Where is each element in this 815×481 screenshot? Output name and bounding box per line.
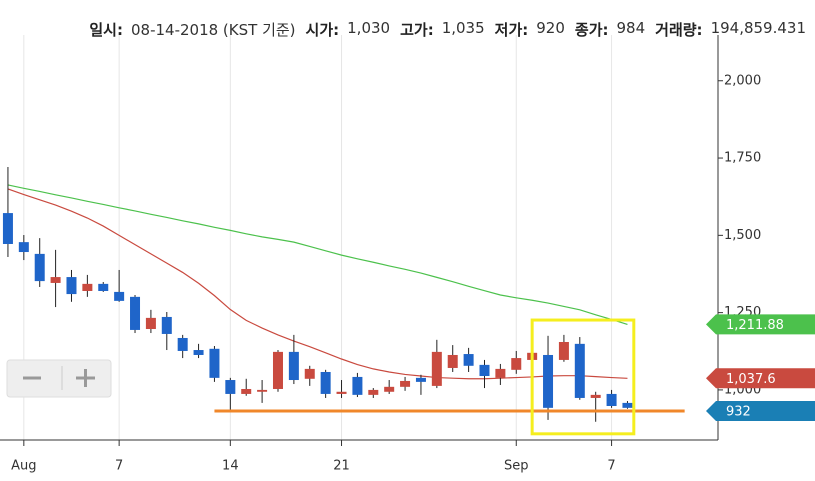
candle-body (463, 354, 474, 366)
candle-body (622, 402, 633, 408)
candle-body (447, 354, 458, 368)
candle-body (304, 368, 315, 379)
header-value: 194,859.431 (710, 19, 806, 37)
x-tick-label: 21 (333, 459, 350, 474)
candle-body (320, 371, 331, 394)
header-item: 저가: 920 (495, 19, 565, 40)
candle-body (415, 377, 426, 382)
candle-body (114, 291, 125, 301)
candle-body (209, 348, 220, 378)
candle-body (543, 354, 554, 408)
current-price-tag (706, 400, 815, 421)
candle-body (66, 277, 77, 295)
y-tick-label: 2,000 (724, 73, 761, 88)
header-value: 1,035 (441, 19, 485, 37)
last-value-tag-label: 1,037.6 (726, 372, 776, 387)
header-label: 저가: (494, 21, 529, 39)
last-value-tag-label: 1,211.88 (726, 318, 784, 333)
candle-body (145, 317, 156, 330)
candle-body (241, 388, 252, 394)
candle-body (272, 351, 283, 389)
candle-body (574, 343, 585, 398)
candle-body (558, 341, 569, 360)
header-value: 1,030 (347, 19, 391, 37)
header: 일시: 08-14-2018 (KST 기준) 시가: 1,030 고가: 1,035 저가… (85, 19, 806, 40)
x-tick-label: Sep (504, 459, 529, 474)
header-label: 거래량: (655, 21, 703, 39)
candle-body (384, 386, 395, 392)
candle-body (606, 393, 617, 406)
header-label: 고가: (400, 21, 434, 39)
candle-body (82, 283, 93, 291)
header-item: 시가: 1,030 (306, 19, 391, 40)
candle-body (590, 394, 601, 398)
x-tick-label: 7 (115, 459, 123, 474)
candle-body (257, 389, 268, 392)
candle-body (130, 296, 141, 330)
candle-body (193, 350, 204, 355)
candle-body (50, 277, 61, 283)
candle-body (225, 380, 236, 394)
candle-body (161, 316, 172, 334)
candle-body (18, 242, 29, 253)
candle-body (352, 376, 363, 395)
header-value: 984 (616, 19, 646, 37)
candle-body (431, 351, 442, 386)
header-item: 고가: 1,035 (400, 19, 485, 40)
header-item: 종가: 984 (575, 19, 645, 40)
header-item: 일시: 08-14-2018 (KST 기준) (89, 19, 295, 40)
candle-body (511, 358, 522, 370)
candle-body (98, 283, 109, 291)
header-value: 08-14-2018 (KST 기준) (130, 21, 296, 39)
zoom-panel (6, 359, 112, 398)
candle-body (368, 389, 379, 395)
x-tick-label: 7 (607, 459, 615, 474)
candle-body (479, 364, 490, 377)
candle-body (495, 368, 506, 378)
candle-body (400, 380, 411, 387)
header-value: 920 (536, 19, 565, 37)
moving-average (7, 184, 628, 325)
header-label: 시가: (305, 21, 340, 39)
candle-body (34, 253, 45, 282)
x-tick-label: 14 (222, 459, 239, 474)
candle-body (336, 391, 347, 394)
highlight-box (530, 318, 636, 436)
zoom-controls (6, 359, 112, 398)
candle-body (2, 213, 13, 244)
candle-body (177, 337, 188, 351)
y-tick-label: 1,500 (724, 228, 761, 243)
candle-body (288, 351, 299, 381)
header-label: 종가: (574, 21, 609, 39)
last-value-tag (706, 314, 815, 335)
current-price-tag-label: 932 (726, 404, 751, 419)
y-tick-label: 1,750 (724, 151, 761, 166)
header-item: 거래량: 194,859.431 (655, 19, 806, 40)
moving-average (7, 188, 628, 380)
x-tick-label: Aug (11, 459, 36, 474)
header-label: 일시: (89, 21, 123, 39)
last-value-tag (706, 368, 815, 389)
